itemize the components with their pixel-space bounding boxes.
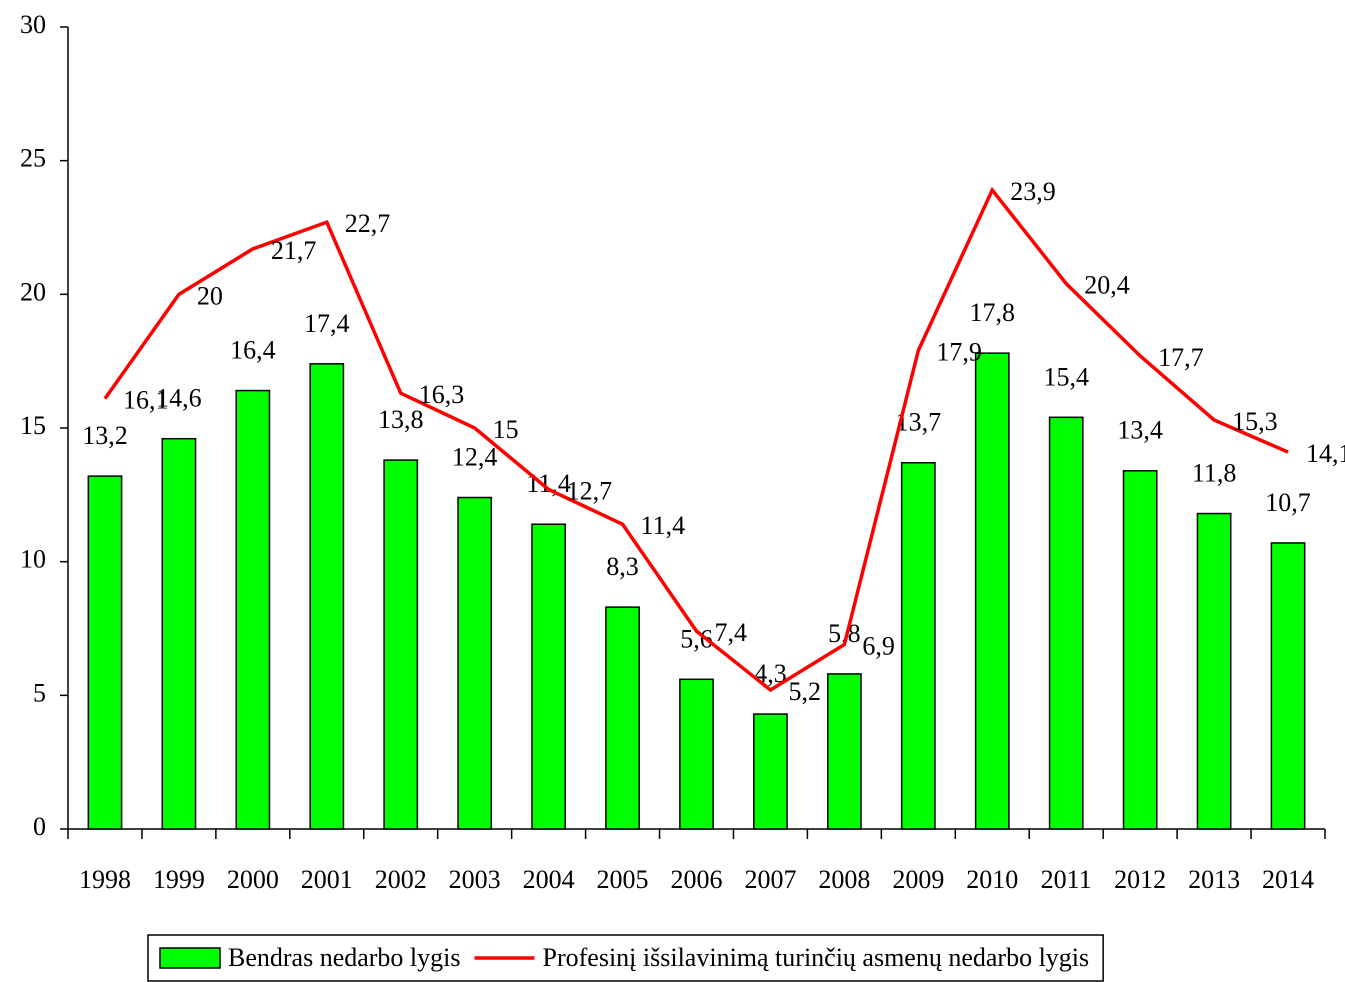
bar-value-label: 11,4 [526,469,571,498]
line-value-label: 16,3 [419,380,465,409]
line-value-label: 12,7 [567,476,613,505]
x-tick-label: 2004 [523,865,575,894]
bar [679,678,714,830]
line-value-label: 22,7 [345,209,391,238]
line-value-label: 7,4 [715,618,748,647]
bar-value-label: 10,7 [1265,488,1311,517]
x-tick-label: 2001 [301,865,353,894]
bar [87,475,123,830]
x-tick-label: 1999 [153,865,205,894]
bar-value-label: 14,6 [156,384,202,413]
legend-label: Profesinį išsilavinimą turinčių asmenų n… [543,943,1090,972]
line [103,186,1289,693]
legend-swatch [159,947,221,969]
y-tick-label: 15 [20,411,46,440]
bar [383,459,419,830]
bar-value-label: 8,3 [606,552,639,581]
bar-value-label: 15,4 [1043,362,1089,391]
bar [235,389,271,830]
x-tick-label: 2006 [671,865,723,894]
line-value-label: 20 [197,281,223,310]
y-tick-label: 5 [33,678,46,707]
y-tick-label: 25 [20,144,46,173]
legend-box [147,934,1104,982]
line-value-label: 6,9 [862,632,895,661]
x-tick-label: 2011 [1041,865,1092,894]
x-tick-label: 2009 [892,865,944,894]
bar [309,363,345,830]
x-tick-label: 2012 [1114,865,1166,894]
bar [161,437,197,830]
bar [531,523,567,830]
line-value-label: 17,9 [936,337,982,366]
x-tick-label: 2000 [227,865,279,894]
bar-value-label: 16,4 [230,336,276,365]
bar-value-label: 17,8 [970,298,1016,327]
legend-label: Bendras nedarbo lygis [228,943,461,972]
bar-value-label: 13,4 [1117,416,1163,445]
x-tick-label: 1998 [79,865,131,894]
bar-value-label: 17,4 [304,309,350,338]
x-tick-label: 2005 [597,865,649,894]
x-tick-label: 2013 [1188,865,1240,894]
y-tick-label: 0 [33,812,46,841]
line-value-label: 15 [493,415,519,444]
bar [974,352,1010,830]
bar [1270,542,1306,830]
line-value-label: 20,4 [1084,271,1130,300]
legend: Bendras nedarbo lygis Profesinį išsilavin… [147,934,1104,982]
bar [1122,470,1158,830]
bar [900,462,936,830]
bar-value-label: 13,8 [378,405,424,434]
y-tick-label: 10 [20,545,46,574]
x-tick-label: 2008 [818,865,870,894]
bar [753,713,788,830]
line-value-label: 15,3 [1232,407,1278,436]
line-value-label: 11,4 [641,511,686,540]
y-tick-label: 20 [20,277,46,306]
bar [605,606,640,830]
y-tick-label: 30 [20,10,46,39]
x-tick-label: 2010 [966,865,1018,894]
x-tick-label: 2002 [375,865,427,894]
line-value-label: 14,1 [1306,439,1345,468]
x-tick-label: 2014 [1262,865,1314,894]
x-tick-label: 2003 [449,865,501,894]
bar-value-label: 11,8 [1192,459,1237,488]
line-value-label: 23,9 [1010,177,1055,206]
bar [1196,512,1232,830]
bar [1048,416,1084,830]
line-value-label: 17,7 [1158,343,1204,372]
bar-value-label: 13,2 [82,421,128,450]
line-value-label: 16,1 [123,386,168,415]
x-tick-label: 2007 [744,865,796,894]
bar-value-label: 12,4 [452,442,498,471]
line-value-label: 5,2 [788,677,821,706]
line-value-label: 21,7 [271,236,317,265]
bar [457,496,493,830]
bar [826,673,862,830]
